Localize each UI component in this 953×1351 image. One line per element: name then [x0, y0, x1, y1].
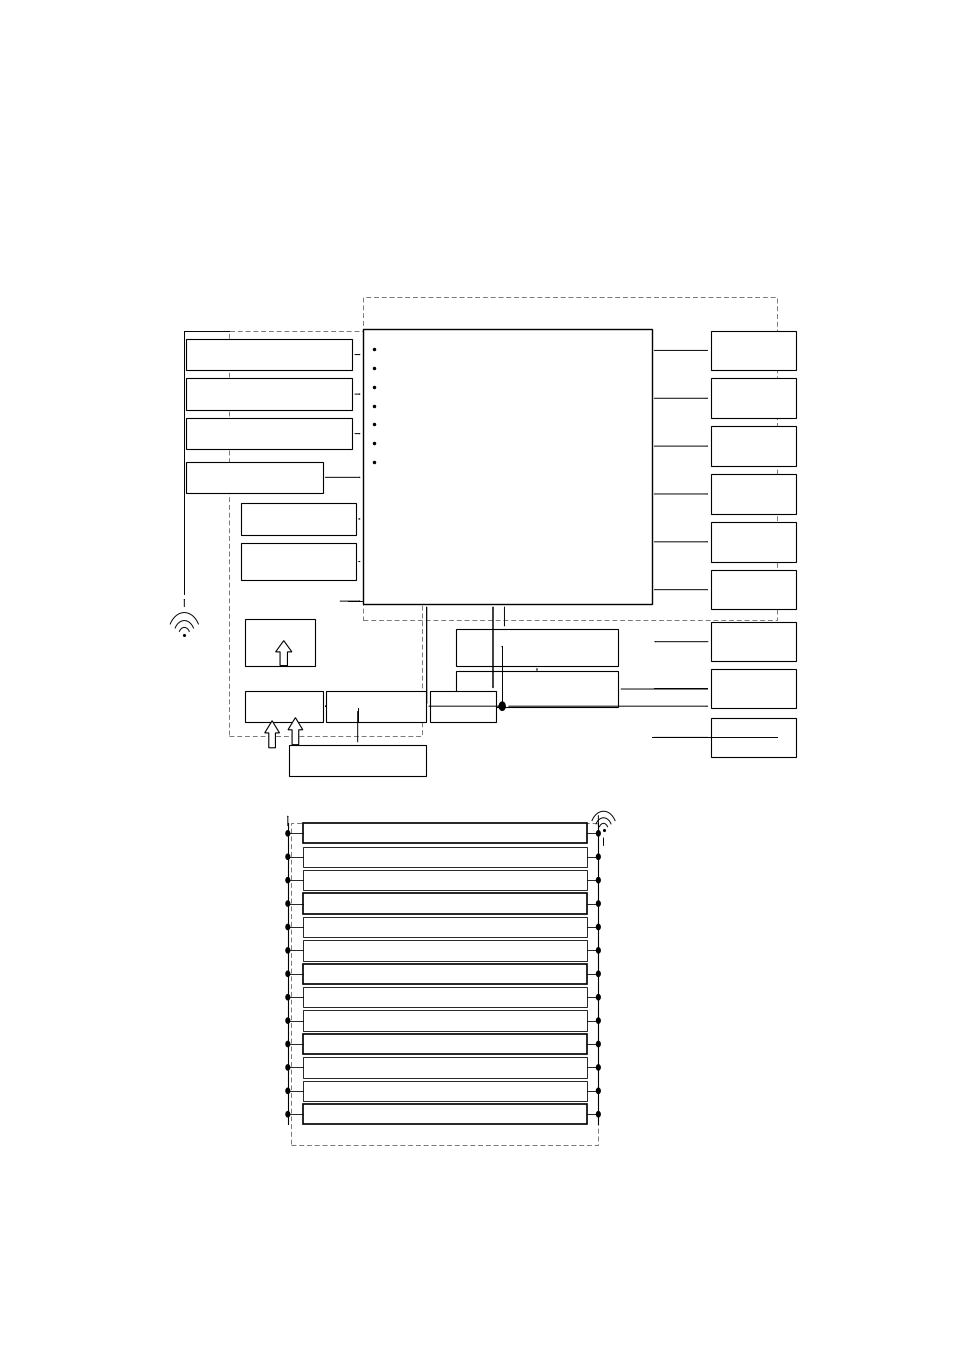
Bar — [302, 988, 586, 1008]
Circle shape — [596, 1112, 599, 1117]
Bar — [456, 630, 618, 666]
Bar — [326, 690, 426, 721]
Bar — [302, 870, 586, 890]
Bar — [302, 1081, 586, 1101]
Bar — [241, 504, 355, 535]
Polygon shape — [264, 720, 279, 748]
Bar — [302, 917, 586, 938]
Circle shape — [596, 948, 599, 952]
Bar — [245, 690, 322, 721]
Circle shape — [286, 994, 290, 1000]
Bar — [186, 339, 352, 370]
Circle shape — [498, 703, 505, 711]
Circle shape — [286, 948, 290, 952]
Bar — [302, 1058, 586, 1078]
Circle shape — [286, 901, 290, 907]
Bar — [229, 331, 422, 736]
Bar — [302, 823, 586, 843]
Circle shape — [596, 1019, 599, 1023]
Circle shape — [596, 924, 599, 929]
Bar — [302, 893, 586, 913]
Circle shape — [596, 831, 599, 836]
Bar — [710, 474, 795, 513]
Bar — [710, 570, 795, 609]
Bar — [186, 462, 322, 493]
Bar — [363, 297, 777, 620]
Bar — [241, 543, 355, 581]
Bar — [186, 378, 352, 409]
Bar — [710, 521, 795, 562]
Polygon shape — [288, 717, 302, 744]
Circle shape — [596, 1042, 599, 1047]
Circle shape — [286, 1112, 290, 1117]
Circle shape — [286, 971, 290, 977]
Bar — [302, 1104, 586, 1124]
Circle shape — [596, 1065, 599, 1070]
Bar — [245, 619, 314, 666]
Bar — [710, 378, 795, 417]
Circle shape — [596, 971, 599, 977]
Circle shape — [286, 1019, 290, 1023]
Bar — [186, 417, 352, 450]
Bar — [710, 427, 795, 466]
Circle shape — [596, 1088, 599, 1093]
Bar — [456, 671, 618, 707]
Bar — [710, 669, 795, 708]
Bar — [302, 847, 586, 867]
Bar — [302, 1011, 586, 1031]
Circle shape — [286, 854, 290, 859]
Bar — [429, 690, 496, 721]
Bar — [302, 940, 586, 961]
Circle shape — [596, 854, 599, 859]
Bar — [291, 823, 597, 1146]
Bar — [302, 1034, 586, 1054]
Bar — [710, 717, 795, 757]
Bar — [302, 963, 586, 984]
Circle shape — [596, 901, 599, 907]
Circle shape — [286, 878, 290, 882]
Bar — [363, 328, 651, 604]
Bar — [289, 744, 426, 775]
Bar — [710, 621, 795, 662]
Circle shape — [286, 1042, 290, 1047]
Circle shape — [286, 1065, 290, 1070]
Circle shape — [286, 1088, 290, 1093]
Circle shape — [286, 924, 290, 929]
Circle shape — [596, 994, 599, 1000]
Circle shape — [596, 878, 599, 882]
Bar — [710, 331, 795, 370]
Polygon shape — [275, 640, 292, 666]
Circle shape — [286, 831, 290, 836]
